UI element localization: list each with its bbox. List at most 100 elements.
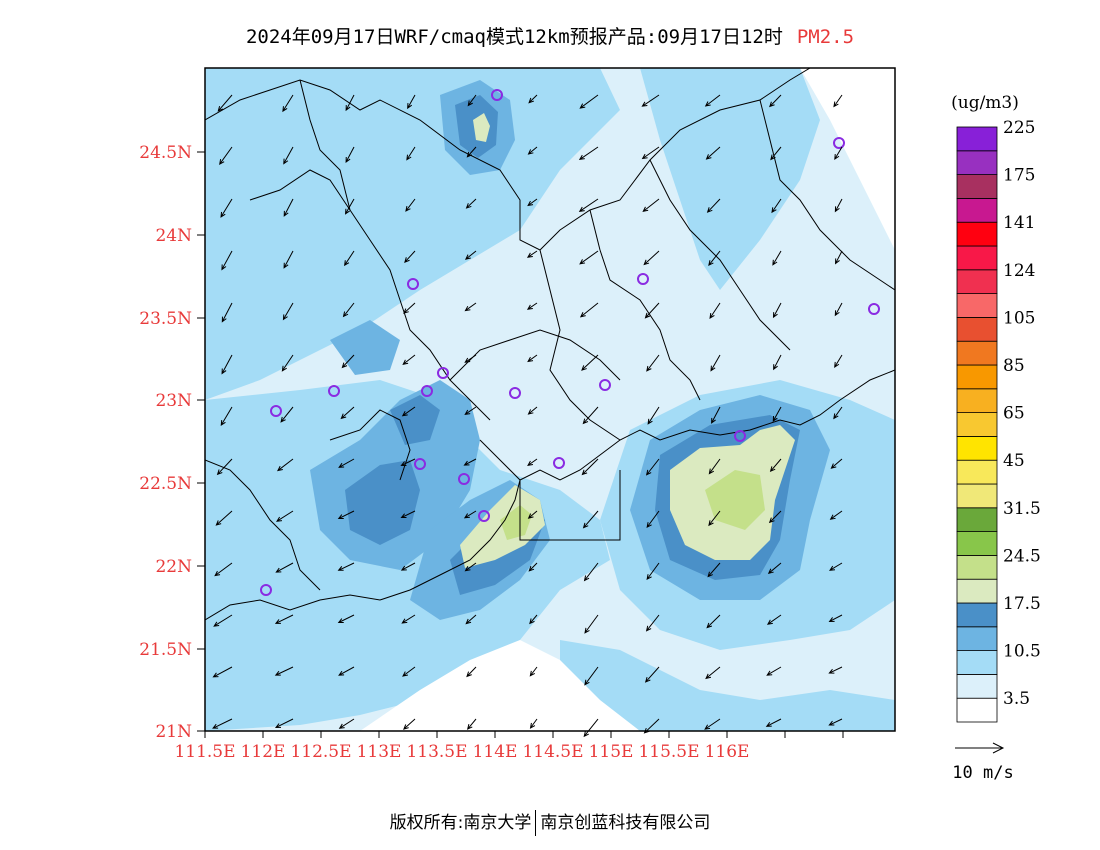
wind-arrow: [579, 94, 599, 109]
lon-tick-label: 112E: [241, 742, 286, 762]
legend-label: 141: [1003, 213, 1035, 233]
wind-arrow: [708, 250, 721, 267]
legend-color-box: [956, 340, 998, 366]
wind-arrow: [769, 94, 782, 108]
wind-arrow: [770, 146, 782, 161]
wind-arrow: [579, 250, 599, 265]
field-region-south-east: [560, 640, 895, 731]
wind-arrow: [644, 302, 660, 319]
wind-arrow: [706, 614, 721, 629]
wind-arrow: [466, 146, 477, 158]
wind-arrow: [466, 666, 477, 678]
field-region-green-1: [473, 113, 490, 142]
field-region-north-east-clean: [800, 68, 895, 250]
wind-arrow: [835, 250, 843, 265]
wind-arrow: [644, 666, 660, 683]
wind-arrow: [281, 354, 294, 372]
lon-tick-label: 115E: [589, 742, 634, 762]
wind-arrow: [274, 718, 294, 728]
wind-arrow: [526, 250, 538, 258]
wind-arrow: [772, 250, 782, 266]
lat-tick-label: 21.5N: [139, 640, 192, 660]
legend-color-box: [956, 483, 998, 509]
lon-tick-label: 113.5E: [406, 742, 467, 762]
wind-arrow: [641, 146, 660, 160]
wind-arrows: [212, 94, 843, 738]
coastline-west: [205, 479, 521, 621]
wind-arrow: [581, 354, 599, 371]
lat-tick-label: 24.5N: [139, 143, 192, 163]
field-region-east-north: [640, 68, 820, 290]
legend-color-box: [956, 174, 998, 199]
station-marker: [421, 385, 433, 397]
wind-arrow: [402, 354, 416, 366]
station-marker: [734, 430, 746, 442]
lon-tick-label: 115.5E: [638, 742, 699, 762]
wind-arrow: [213, 614, 233, 627]
province-border-north: [205, 68, 811, 251]
legend-color-box: [956, 435, 998, 461]
wind-arrow: [833, 406, 843, 420]
legend-color-box: [956, 245, 998, 271]
wind-arrow: [277, 458, 294, 472]
lat-tick-label: 22.5N: [139, 474, 192, 494]
wind-arrow: [407, 94, 416, 110]
lat-axis: 21N 21.5N 22N 22.5N 23N 23.5N 24N 24.5N: [139, 143, 205, 742]
wind-arrow: [645, 614, 660, 632]
county-border-8: [449, 329, 621, 381]
legend-label: 85: [1003, 356, 1025, 376]
wind-arrow: [830, 458, 843, 469]
wind-arrow: [401, 614, 416, 624]
copyright-company: 南京创蓝科技有限公司: [540, 813, 711, 833]
wind-arrow: [527, 458, 538, 467]
wind-arrow: [283, 250, 294, 269]
copyright-footer: 版权所有:南京大学 南京创蓝科技有限公司: [0, 808, 1100, 836]
station-marker: [437, 367, 449, 379]
field-region-darkest-2: [345, 460, 420, 545]
wind-arrow: [645, 458, 660, 476]
color-legend: (ug/m3) 3.5 10.5 17.5 24.5 31.5 45 65 85 105 124 1…: [951, 93, 1041, 723]
lon-tick-label: 114E: [473, 742, 518, 762]
wind-arrow: [579, 302, 599, 318]
legend-color-box: [956, 412, 998, 437]
legend-label: 45: [1003, 451, 1025, 471]
legend-color-box: [956, 555, 998, 580]
field-region-darkest-3: [390, 395, 440, 445]
field-region-west: [205, 68, 620, 400]
wind-arrow: [463, 458, 477, 466]
wind-arrow: [828, 614, 843, 623]
wind-arrow: [401, 406, 416, 417]
station-markers: [260, 89, 880, 596]
wind-arrow: [340, 406, 355, 420]
wind-arrow: [711, 406, 721, 424]
field-region-green-4: [705, 470, 765, 530]
wind-arrow: [527, 510, 538, 519]
wind-arrow: [402, 666, 416, 677]
legend-label: 225: [1003, 118, 1035, 138]
legend-color-box: [956, 531, 998, 556]
wind-arrow: [643, 250, 660, 266]
wind-arrow: [527, 354, 538, 363]
wind-arrow: [527, 198, 538, 207]
legend-color-box: [956, 674, 998, 699]
wind-scale: 10 m/s: [952, 742, 1014, 783]
lon-tick-label: 116E: [705, 742, 750, 762]
station-marker: [833, 137, 845, 149]
legend-label: 105: [1003, 308, 1035, 328]
wind-arrow: [219, 146, 233, 165]
wind-arrow: [829, 562, 843, 571]
pollutant-name: PM2.5: [796, 26, 855, 48]
legend-unit: (ug/m3): [951, 93, 1019, 113]
wind-arrow: [765, 718, 782, 727]
wind-arrow: [704, 718, 721, 730]
title-text: 2024年09月17日WRF/cmaq模式12km预报产品:09月17日12时: [245, 26, 783, 48]
wind-arrow: [834, 198, 843, 213]
wind-scale-label: 10 m/s: [952, 763, 1013, 783]
legend-color-box: [956, 697, 998, 723]
wind-arrow: [465, 198, 477, 209]
station-marker: [458, 473, 470, 485]
legend-color-box: [956, 293, 998, 318]
wind-arrow: [529, 718, 538, 729]
wind-arrow: [405, 198, 416, 212]
wind-arrow: [400, 562, 416, 571]
